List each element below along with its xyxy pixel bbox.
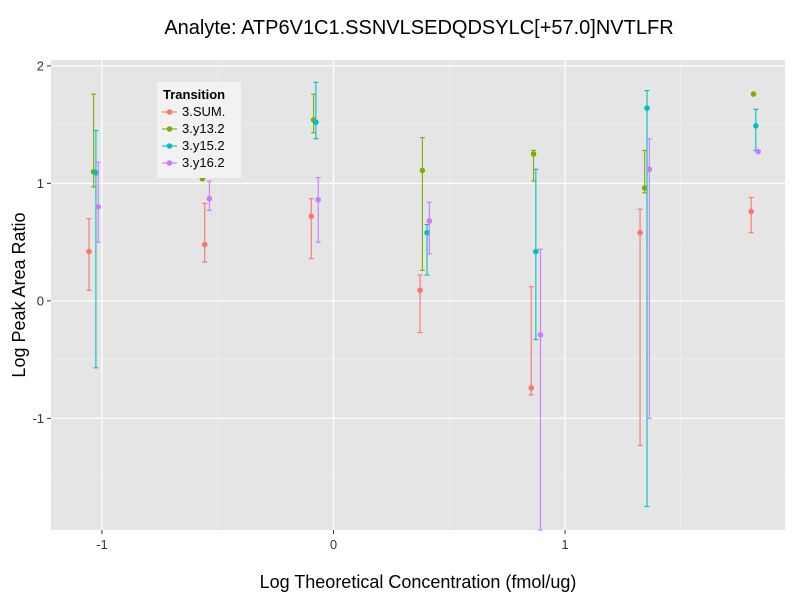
legend-label: 3.y16.2	[182, 155, 225, 170]
data-point	[86, 248, 92, 255]
y-axis-title: Log Peak Area Ratio	[9, 212, 29, 377]
data-point	[315, 197, 322, 203]
series-3.y16.2	[95, 138, 761, 531]
data-point	[637, 229, 643, 236]
series-3.SUM.	[86, 196, 754, 446]
legend-key-point	[166, 143, 173, 149]
data-point	[537, 332, 544, 338]
y-tick-label: -1	[32, 411, 44, 426]
data-point	[206, 195, 213, 202]
data-point	[93, 170, 99, 176]
data-point	[646, 166, 653, 173]
x-axis-title: Log Theoretical Concentration (fmol/ug)	[260, 572, 577, 592]
data-point	[753, 123, 759, 129]
legend-label: 3.SUM.	[182, 104, 225, 119]
legend-label: 3.y13.2	[182, 121, 225, 136]
legend-key-point	[166, 109, 173, 115]
legend-item: 3.y16.2	[162, 155, 225, 170]
legend: Transition 3.SUM. 3.y13.2 3.y15.2 3.y16.2	[157, 82, 241, 178]
data-point	[533, 248, 539, 255]
grid	[51, 60, 785, 530]
data-layer	[86, 81, 761, 531]
x-tick-label: -1	[96, 537, 108, 552]
data-point	[308, 213, 315, 220]
legend-title: Transition	[163, 87, 225, 102]
legend-key-point	[166, 126, 173, 132]
data-point	[755, 148, 761, 155]
legend-items: 3.SUM. 3.y13.2 3.y15.2 3.y16.2	[162, 104, 225, 170]
data-point	[417, 287, 423, 294]
data-point	[641, 185, 648, 191]
data-point	[424, 229, 430, 236]
y-tick-label: 1	[37, 176, 44, 191]
y-tick-label: 2	[37, 58, 44, 73]
x-tick-label: 0	[330, 537, 337, 552]
series-3.y15.2	[93, 81, 759, 508]
chart-title: Analyte: ATP6V1C1.SSNVLSEDQDSYLC[+57.0]N…	[164, 17, 673, 39]
data-point	[750, 91, 757, 97]
legend-item: 3.SUM.	[162, 104, 225, 119]
y-tick-label: 0	[37, 293, 44, 308]
data-point	[201, 241, 208, 248]
data-point	[644, 105, 650, 111]
legend-label: 3.y15.2	[182, 138, 225, 153]
data-point	[95, 204, 102, 210]
legend-item: 3.y15.2	[162, 138, 225, 153]
data-point	[313, 119, 319, 126]
x-tick-label: 1	[561, 537, 568, 552]
data-point	[419, 167, 426, 174]
legend-item: 3.y13.2	[162, 121, 225, 136]
data-point	[748, 208, 754, 215]
data-point	[528, 385, 535, 391]
legend-key-point	[166, 160, 173, 166]
data-point	[426, 218, 433, 224]
axis-ticks: -1 0 1 -1 0 1 2	[32, 58, 568, 552]
data-point	[530, 151, 537, 157]
